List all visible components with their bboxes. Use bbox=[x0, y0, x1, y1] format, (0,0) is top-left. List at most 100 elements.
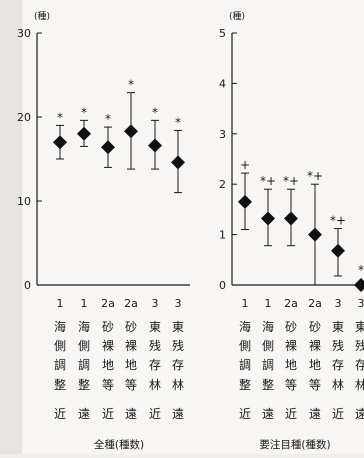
panel-1-category-name-char: 整 bbox=[78, 377, 90, 392]
panel-2-category-code: 2a bbox=[284, 297, 298, 310]
panel-2-category-name-char: 裸 bbox=[285, 338, 297, 353]
panel-2-significance-mark: * bbox=[358, 263, 364, 277]
panel-2-category-name-char: 海 bbox=[239, 319, 251, 334]
panel-1-category-name-char: 側 bbox=[54, 339, 66, 353]
panel-1-category-site: 近 bbox=[102, 407, 114, 421]
panel-2-category-name-char: 側 bbox=[262, 339, 274, 353]
panel-2-y-tick-label: 4 bbox=[219, 77, 226, 90]
panel-1-category-name-char: 残 bbox=[149, 339, 161, 353]
panel-1-significance-mark: * bbox=[81, 105, 87, 119]
panel-2-category-name-char: 残 bbox=[332, 339, 344, 353]
panel-1-category-name-char: 東 bbox=[172, 320, 184, 334]
panel-1-category-code: 2a bbox=[124, 297, 138, 310]
panel-2-category-site: 遠 bbox=[262, 407, 274, 421]
panel-2-significance-mark: *+ bbox=[307, 169, 323, 183]
panel-1-category-code: 2a bbox=[101, 297, 115, 310]
panel-2-category-name-char: 調 bbox=[239, 358, 251, 372]
panel-1-category-name-char: 等 bbox=[125, 378, 137, 392]
panel-2-y-tick-label: 1 bbox=[219, 229, 226, 242]
panel-1-category-site: 遠 bbox=[125, 407, 137, 421]
panel-2-category-name-char: 林 bbox=[355, 378, 364, 392]
panel-1-y-tick-label: 0 bbox=[24, 279, 31, 292]
panel-1-category-code: 1 bbox=[81, 297, 88, 310]
panel-1-category-name-char: 整 bbox=[54, 377, 66, 392]
panel-1-category-name-char: 裸 bbox=[102, 338, 114, 353]
panel-2-category-name-char: 裸 bbox=[309, 338, 321, 353]
panel-2-category-site: 近 bbox=[239, 407, 251, 421]
panel-1-category-name-char: 地 bbox=[102, 358, 114, 372]
panel-2-y-tick-label: 3 bbox=[219, 128, 226, 141]
panel-2-category-site: 近 bbox=[332, 407, 344, 421]
panel-2-category-code: 2a bbox=[308, 297, 322, 310]
panel-2-category-name-char: 東 bbox=[355, 320, 364, 334]
panel-1-significance-mark: * bbox=[105, 112, 111, 126]
panel-2-category-site: 近 bbox=[285, 407, 297, 421]
panel-2-category-name-char: 整 bbox=[239, 377, 251, 392]
panel-2-category-site: 遠 bbox=[309, 407, 321, 421]
panel-1-significance-mark: * bbox=[128, 78, 134, 92]
panel-1-category-name-char: 存 bbox=[149, 358, 161, 372]
panel-1-y-tick-label: 10 bbox=[17, 195, 31, 208]
panel-1-category-name-char: 残 bbox=[172, 339, 184, 353]
panel-2-category-name-char: 調 bbox=[262, 358, 274, 372]
panel-1-category-name-char: 調 bbox=[54, 358, 66, 372]
panel-1-category-name-char: 存 bbox=[172, 358, 184, 372]
panel-2-category-name-char: 砂 bbox=[309, 320, 321, 334]
panel-2-y-tick-label: 0 bbox=[219, 279, 226, 292]
panel-1-category-name-char: 等 bbox=[102, 378, 114, 392]
panel-2-significance-mark: + bbox=[240, 158, 250, 172]
panel-2-category-name-char: 地 bbox=[309, 358, 321, 372]
panel-1-category-name-char: 海 bbox=[78, 319, 90, 334]
panel-1-category-site: 近 bbox=[149, 407, 161, 421]
panel-2-category-name-char: 東 bbox=[332, 320, 344, 334]
panel-1-caption: 全種(種数) bbox=[94, 438, 144, 451]
panel-1-category-name-char: 東 bbox=[149, 320, 161, 334]
panel-2-category-name-char: 側 bbox=[239, 339, 251, 353]
panel-1-category-code: 3 bbox=[175, 297, 182, 310]
panel-2-category-name-char: 地 bbox=[285, 358, 297, 372]
panel-1-category-code: 1 bbox=[57, 297, 64, 310]
panel-2-significance-mark: *+ bbox=[260, 174, 276, 188]
panel-2-caption: 要注目種(種数) bbox=[259, 438, 330, 451]
panel-1-significance-mark: * bbox=[175, 115, 181, 129]
panel-1-category-name-char: 地 bbox=[125, 358, 137, 372]
panel-2-significance-mark: *+ bbox=[283, 174, 299, 188]
panel-2-category-name-char: 存 bbox=[332, 358, 344, 372]
left-margin-band bbox=[0, 0, 22, 454]
panel-2-y-tick-label: 2 bbox=[219, 178, 226, 191]
panel-2-category-name-char: 海 bbox=[262, 319, 274, 334]
panel-2-y-tick-label: 5 bbox=[219, 27, 226, 40]
panel-1-significance-mark: * bbox=[57, 110, 63, 124]
panel-1-category-site: 近 bbox=[54, 407, 66, 421]
panel-2-category-code: 3 bbox=[358, 297, 364, 310]
panel-2-category-name-char: 砂 bbox=[285, 320, 297, 334]
panel-2-category-name-char: 等 bbox=[285, 378, 297, 392]
panel-1-category-name-char: 林 bbox=[149, 378, 161, 392]
panel-1-category-name-char: 調 bbox=[78, 358, 90, 372]
panel-2-category-name-char: 林 bbox=[332, 378, 344, 392]
panel-1-category-code: 3 bbox=[152, 297, 159, 310]
panel-2-unit-label: (種) bbox=[229, 11, 245, 22]
panel-1-category-site: 遠 bbox=[172, 407, 184, 421]
panel-2-category-name-char: 等 bbox=[309, 378, 321, 392]
panel-2-category-name-char: 残 bbox=[355, 339, 364, 353]
panel-2-category-code: 1 bbox=[265, 297, 272, 310]
panel-2-category-name-char: 整 bbox=[262, 377, 274, 392]
panel-1-category-name-char: 海 bbox=[54, 319, 66, 334]
panel-1-category-name-char: 砂 bbox=[102, 320, 114, 334]
panel-1-y-tick-label: 20 bbox=[17, 111, 31, 124]
panel-1-y-tick-label: 30 bbox=[17, 27, 31, 40]
panel-1-category-site: 遠 bbox=[78, 407, 90, 421]
panel-1-category-name-char: 林 bbox=[172, 378, 184, 392]
panel-2-significance-mark: *+ bbox=[330, 214, 346, 228]
panel-2-category-site: 遠 bbox=[355, 407, 364, 421]
panel-2-category-name-char: 存 bbox=[355, 358, 364, 372]
panel-1-unit-label: (種) bbox=[34, 11, 50, 22]
panel-1-significance-mark: * bbox=[152, 105, 158, 119]
panel-1-category-name-char: 砂 bbox=[125, 320, 137, 334]
panel-2-category-code: 1 bbox=[242, 297, 249, 310]
panel-1-category-name-char: 側 bbox=[78, 339, 90, 353]
panel-2-category-code: 3 bbox=[335, 297, 342, 310]
